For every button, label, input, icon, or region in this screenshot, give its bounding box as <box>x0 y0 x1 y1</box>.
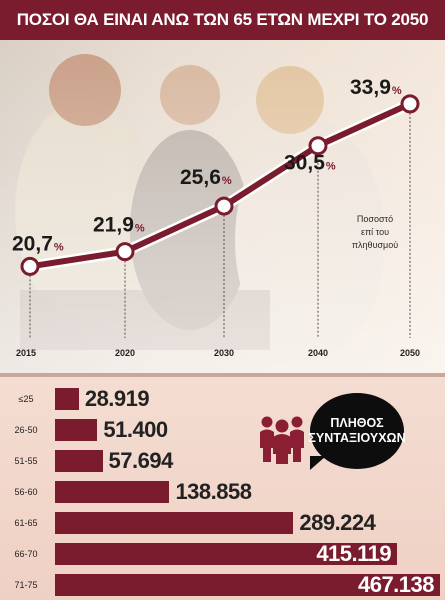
line-chart: 20,7% 21,9% 25,6% 30,5% 33,9% 2015 2020 2030 20… <box>0 40 445 373</box>
bar-category-label: 61-65 <box>14 518 38 528</box>
bar <box>55 419 98 441</box>
data-label: 25,6% <box>180 166 232 189</box>
note-line-2: επί του <box>360 227 390 237</box>
x-tick-label: 2050 <box>400 348 420 358</box>
bubble-tail <box>310 456 326 470</box>
bar-value-label: 57.694 <box>108 448 174 473</box>
data-label: 20,7% <box>12 232 64 255</box>
data-point <box>308 136 328 156</box>
bar-category-label: 56-60 <box>14 487 38 497</box>
bar-category-label: 66-70 <box>14 549 38 559</box>
data-label: 21,9% <box>93 214 145 237</box>
data-label: 30,5% <box>284 152 336 175</box>
note-line-1: Ποσοστό <box>356 214 394 224</box>
bar-category-label: ≤25 <box>18 394 34 404</box>
x-guides <box>29 112 411 338</box>
data-point <box>214 196 234 216</box>
bar-value-label: 289.224 <box>299 510 376 535</box>
note-line-3: πληθυσμού <box>351 240 399 250</box>
x-tick-label: 2040 <box>308 348 328 358</box>
bar-value-label: 138.858 <box>175 479 252 504</box>
bar <box>55 512 294 534</box>
page-title: ΠΟΣΟΙ ΘΑ ΕΙΝΑΙ ΑΝΩ ΤΩΝ 65 ΕΤΩΝ ΜΕΧΡΙ ΤΟ … <box>0 0 445 40</box>
section-divider <box>0 373 445 377</box>
bar-category-label: 71-75 <box>14 580 38 590</box>
bar-category-label: 26-50 <box>14 425 38 435</box>
data-point <box>115 242 135 262</box>
data-point <box>400 94 420 114</box>
bar <box>55 481 170 503</box>
x-tick-label: 2020 <box>115 348 135 358</box>
chart-note: Ποσοστό επί του πληθυσμού <box>340 213 410 252</box>
bar <box>55 388 79 410</box>
bar <box>55 450 103 472</box>
bar <box>55 543 398 565</box>
bar-category-label: 51-55 <box>14 456 38 466</box>
x-tick-label: 2015 <box>16 348 36 358</box>
bar-value-label: 467.138 <box>357 572 435 597</box>
bar-value-label: 415.119 <box>316 541 392 566</box>
people-group-icon <box>260 416 304 464</box>
data-label: 33,9% <box>350 76 402 99</box>
bubble-line-2: ΣΥΝΤΑΞΙΟΥΧΩΝ <box>308 431 406 445</box>
bar-value-label: 51.400 <box>103 417 168 442</box>
x-tick-label: 2030 <box>214 348 234 358</box>
bar <box>55 574 440 596</box>
bubble-line-1: ΠΛΗΘΟΣ <box>330 416 384 430</box>
bar-value-label: 28.919 <box>84 386 150 411</box>
data-point <box>20 256 40 276</box>
